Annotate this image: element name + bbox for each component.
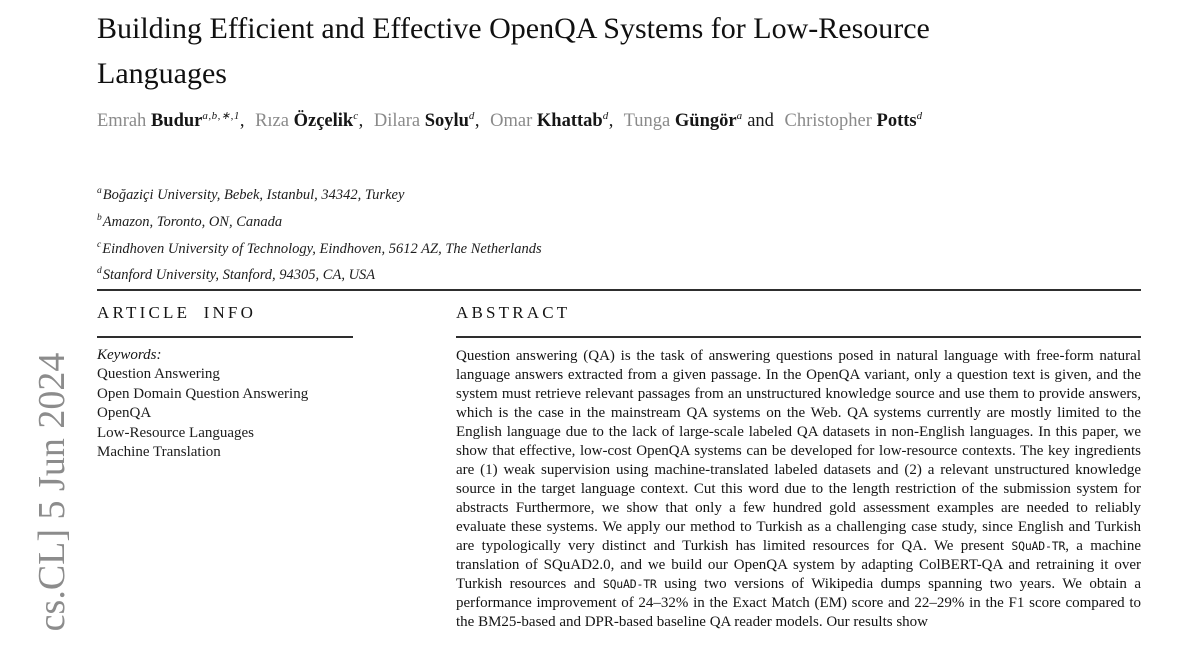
abstract-part: Question answering (QA) is the task of a… [456, 348, 1141, 554]
keyword-item: Open Domain Question Answering [97, 385, 309, 402]
author: Dilara Soylud, [373, 110, 480, 132]
dataset-name: SQuAD-TR [602, 577, 657, 591]
abstract-part: , a machine translation of SQuAD2.0, and… [456, 538, 1142, 592]
article-info-divider [97, 336, 353, 338]
affiliation: cEindhoven University of Technology, Ein… [97, 239, 542, 257]
keyword-item: Question Answering [97, 366, 220, 382]
keyword-item: OpenQA [97, 405, 152, 421]
author: Emrah Budura,b,∗,1, [97, 110, 245, 132]
affiliation: aBoğaziçi University, Bebek, Istanbul, 3… [97, 186, 405, 203]
abstract-column: ABSTRACT Question answering (QA) is the … [456, 303, 1141, 632]
arxiv-watermark: cs.CL] 5 Jun 2024 [31, 352, 73, 632]
paper-title: Building Efficient and Effective OpenQA … [97, 6, 1117, 96]
paper-title-line2: Languages [97, 57, 227, 90]
author: Rıza Özçelikc, [255, 110, 364, 132]
dataset-name: SQuAD-TR [1011, 539, 1066, 553]
paper-title-line1: Building Efficient and Effective OpenQA … [97, 12, 930, 45]
affiliation: dStanford University, Stanford, 94305, C… [97, 266, 376, 284]
keywords-label: Keywords: [97, 347, 162, 363]
author: Tunga Güngöra and [623, 110, 774, 132]
author: Omar Khattabd, [490, 110, 614, 132]
affiliation: bAmazon, Toronto, ON, Canada [97, 212, 283, 230]
abstract-text: Question answering (QA) is the task of a… [456, 347, 1141, 632]
article-info-column: ARTICLE INFO Keywords: Question Answerin… [97, 303, 427, 463]
author-list: Emrah Budura,b,∗,1, Rıza Özçelikc, Dilar… [97, 103, 997, 135]
article-info-heading: ARTICLE INFO [97, 303, 257, 322]
keyword-item: Machine Translation [97, 444, 221, 460]
top-divider [97, 289, 1141, 291]
abstract-part: using two versions of Wikipedia dumps sp… [456, 576, 1141, 630]
abstract-heading: ABSTRACT [456, 303, 571, 322]
affiliation-list: aBoğaziçi University, Bebek, Istanbul, 3… [97, 180, 897, 287]
keyword-item: Low-Resource Languages [97, 424, 255, 441]
author: Christopher Pottsd [784, 110, 923, 132]
abstract-divider [456, 336, 1141, 338]
